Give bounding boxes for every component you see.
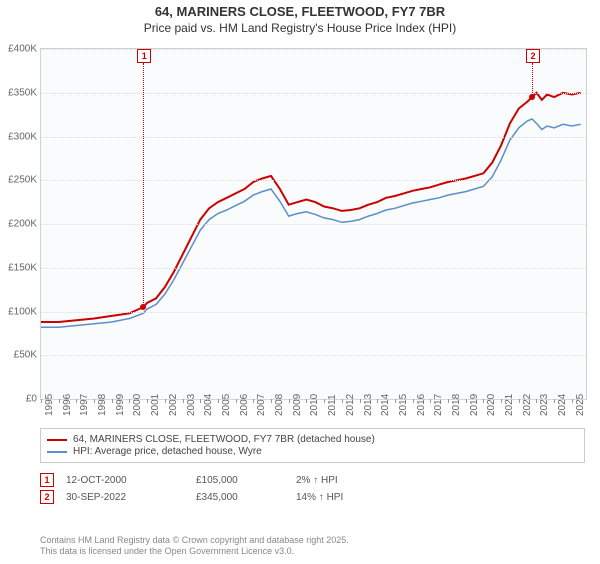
sale-date: 12-OCT-2000 (66, 475, 196, 486)
sale-row: 1 12-OCT-2000 £105,000 2% ↑ HPI (40, 473, 585, 487)
x-tick-label: 2000 (132, 394, 143, 416)
x-tick-label: 2002 (168, 394, 179, 416)
x-tick-label: 2009 (292, 394, 303, 416)
x-tick-label: 2018 (451, 394, 462, 416)
x-tick-label: 2007 (256, 394, 267, 416)
footer-line: This data is licensed under the Open Gov… (40, 546, 585, 558)
x-tick-label: 2014 (380, 394, 391, 416)
y-tick-label: £200K (1, 219, 37, 230)
sale-date: 30-SEP-2022 (66, 492, 196, 503)
x-tick-label: 2023 (539, 394, 550, 416)
x-tick-label: 1998 (97, 394, 108, 416)
x-tick-label: 2021 (504, 394, 515, 416)
x-tick-label: 2025 (575, 394, 586, 416)
x-tick-label: 2001 (150, 394, 161, 416)
x-tick-label: 2015 (398, 394, 409, 416)
x-tick-label: 2011 (327, 394, 338, 416)
chart-marker-dot (529, 94, 535, 100)
legend: 64, MARINERS CLOSE, FLEETWOOD, FY7 7BR (… (40, 428, 585, 463)
legend-item: 64, MARINERS CLOSE, FLEETWOOD, FY7 7BR (… (47, 434, 578, 445)
legend-label: HPI: Average price, detached house, Wyre (73, 446, 262, 457)
x-tick-label: 2004 (203, 394, 214, 416)
chart-plot-area: £0£50K£100K£150K£200K£250K£300K£350K£400… (40, 48, 587, 400)
x-tick-label: 2010 (309, 394, 320, 416)
chart-subtitle: Price paid vs. HM Land Registry's House … (0, 21, 600, 35)
sale-price: £345,000 (196, 492, 296, 503)
x-tick-label: 2012 (345, 394, 356, 416)
y-tick-label: £100K (1, 306, 37, 317)
sale-pct: 2% ↑ HPI (296, 475, 396, 486)
x-tick-label: 1997 (79, 394, 90, 416)
series-price_paid (41, 93, 581, 322)
sale-marker-icon: 1 (40, 473, 54, 487)
chart-marker-dot (140, 304, 146, 310)
y-tick-label: £50K (1, 350, 37, 361)
x-tick-label: 2003 (186, 394, 197, 416)
sale-marker-icon: 2 (40, 490, 54, 504)
x-tick-label: 2006 (239, 394, 250, 416)
y-tick-label: £150K (1, 262, 37, 273)
x-tick-label: 2022 (522, 394, 533, 416)
x-tick-label: 1996 (62, 394, 73, 416)
sale-price: £105,000 (196, 475, 296, 486)
x-tick-label: 2024 (557, 394, 568, 416)
x-tick-label: 2008 (274, 394, 285, 416)
x-tick-label: 2020 (486, 394, 497, 416)
legend-swatch (47, 439, 67, 441)
x-tick-label: 2005 (221, 394, 232, 416)
sale-row: 2 30-SEP-2022 £345,000 14% ↑ HPI (40, 490, 585, 504)
y-tick-label: £350K (1, 87, 37, 98)
sale-pct: 14% ↑ HPI (296, 492, 396, 503)
chart-marker: 1 (137, 49, 151, 63)
y-tick-label: £300K (1, 131, 37, 142)
chart-title: 64, MARINERS CLOSE, FLEETWOOD, FY7 7BR (0, 4, 600, 19)
x-tick-label: 2016 (416, 394, 427, 416)
legend-label: 64, MARINERS CLOSE, FLEETWOOD, FY7 7BR (… (73, 434, 375, 445)
x-tick-label: 2019 (469, 394, 480, 416)
y-tick-label: £250K (1, 175, 37, 186)
legend-swatch (47, 451, 67, 453)
x-tick-label: 2017 (433, 394, 444, 416)
chart-marker: 2 (526, 49, 540, 63)
x-tick-label: 1999 (115, 394, 126, 416)
y-tick-label: £400K (1, 44, 37, 55)
x-tick-label: 1995 (44, 394, 55, 416)
footer-line: Contains HM Land Registry data © Crown c… (40, 535, 585, 547)
footer: Contains HM Land Registry data © Crown c… (40, 535, 585, 558)
x-tick-label: 2013 (363, 394, 374, 416)
legend-item: HPI: Average price, detached house, Wyre (47, 446, 578, 457)
sales-list: 1 12-OCT-2000 £105,000 2% ↑ HPI 2 30-SEP… (40, 470, 585, 507)
y-tick-label: £0 (1, 394, 37, 405)
